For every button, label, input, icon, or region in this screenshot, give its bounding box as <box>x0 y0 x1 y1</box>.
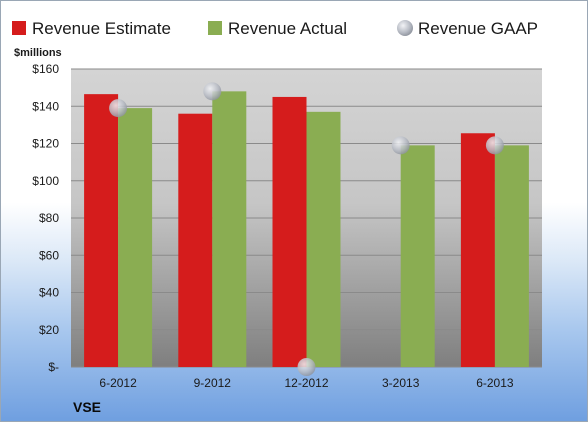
y-tick-labels: $- $20 $40 $60 $80 $100 $120 $140 $160 <box>32 62 59 374</box>
bar-revenue-actual <box>400 145 435 367</box>
bars <box>84 91 529 368</box>
legend: Revenue Estimate Revenue Actual Revenue GA… <box>12 19 538 38</box>
bar-revenue-actual <box>494 145 529 367</box>
x-tick-label: 6-2013 <box>476 376 514 390</box>
legend-swatch <box>208 21 222 35</box>
marker-revenue-gaap <box>109 99 128 118</box>
y-tick-label: $140 <box>32 99 59 113</box>
legend-label: Revenue Estimate <box>32 19 171 38</box>
y-tick-label: $20 <box>39 323 59 337</box>
bar-revenue-estimate <box>178 113 213 367</box>
x-tick-label: 9-2012 <box>194 376 232 390</box>
legend-label: Revenue Actual <box>228 19 347 38</box>
legend-swatch <box>12 21 26 35</box>
bar-revenue-actual <box>118 108 153 368</box>
y-tick-label: $40 <box>39 286 59 300</box>
y-tick-label: $80 <box>39 211 59 225</box>
company-label: VSE <box>73 399 101 415</box>
marker-revenue-gaap <box>203 82 222 101</box>
y-tick-label: $60 <box>39 248 59 262</box>
x-tick-labels: 6-2012 9-2012 12-2012 3-2013 6-2013 <box>99 376 513 390</box>
bar-revenue-estimate <box>272 96 307 367</box>
bar-revenue-actual <box>212 91 247 367</box>
bar-revenue-estimate <box>84 94 119 368</box>
bar-revenue-estimate <box>460 133 495 367</box>
legend-swatch <box>397 20 413 36</box>
y-tick-label: $- <box>48 360 59 374</box>
x-tick-label: 6-2012 <box>99 376 137 390</box>
gaap-markers <box>109 82 504 376</box>
marker-revenue-gaap <box>297 358 316 376</box>
legend-label: Revenue GAAP <box>418 19 538 38</box>
y-tick-label: $160 <box>32 62 59 76</box>
x-tick-label: 3-2013 <box>382 376 420 390</box>
marker-revenue-gaap <box>485 136 504 155</box>
y-axis-unit-label: $millions <box>14 47 62 59</box>
marker-revenue-gaap <box>391 136 410 155</box>
y-tick-label: $120 <box>32 137 59 151</box>
y-tick-label: $100 <box>32 174 59 188</box>
bar-revenue-actual <box>306 111 341 368</box>
x-tick-label: 12-2012 <box>284 376 328 390</box>
